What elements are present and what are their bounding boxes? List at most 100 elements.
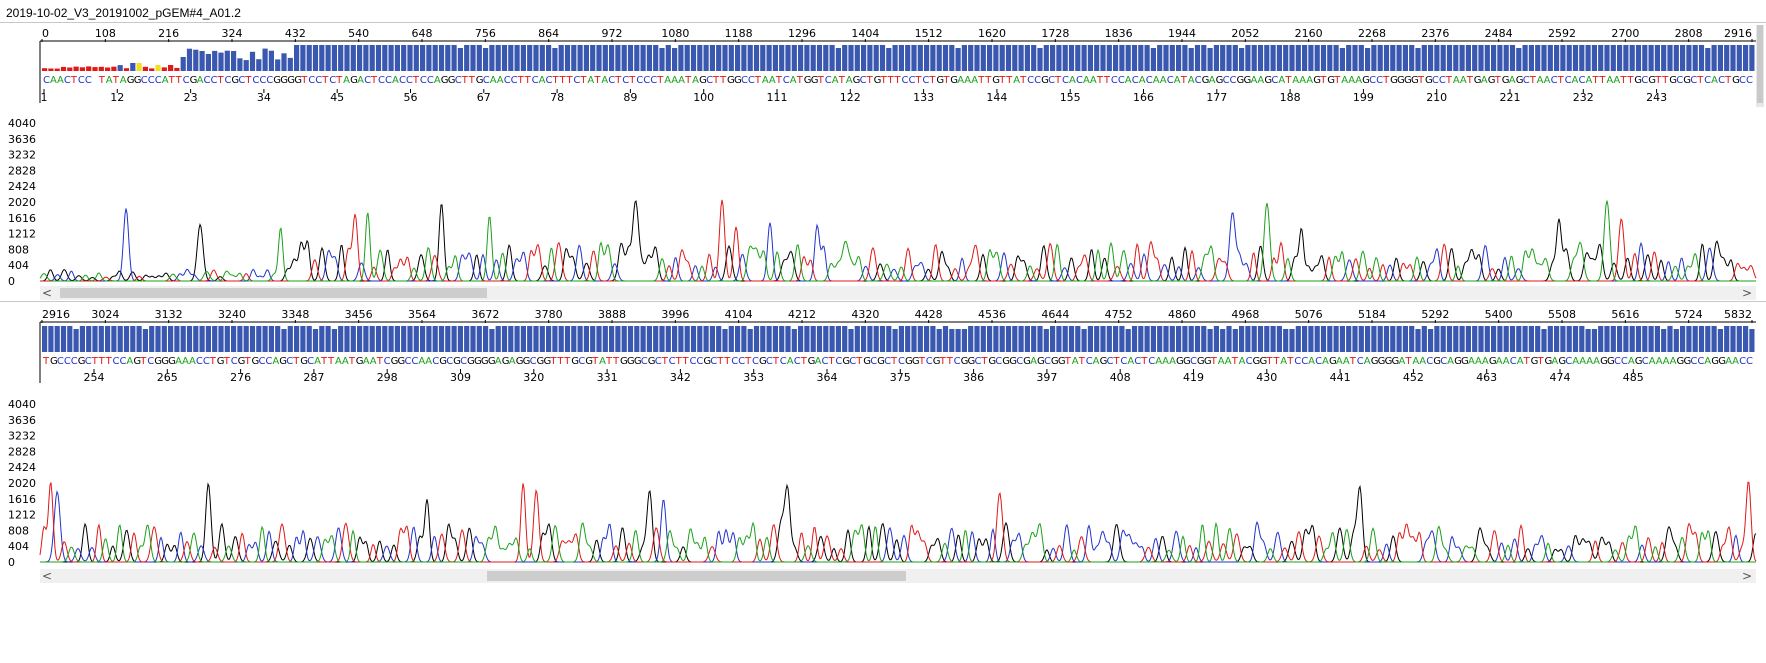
scan-tick-label: 108 [95,27,116,40]
quality-bar [407,326,413,352]
quality-bar [798,45,804,71]
quality-bar [1005,326,1012,352]
base-call-letter: G [294,75,302,86]
base-call-letter: A [370,356,377,367]
base-call-letter: G [1204,356,1212,367]
quality-bar [747,329,753,352]
base-call-letter: C [608,75,615,86]
scan-tick-label: 3456 [345,308,373,321]
base-call-letter: G [168,356,176,367]
base-call-letter: T [1349,356,1357,367]
quality-bar [1724,326,1730,352]
base-call-letter: A [57,75,64,86]
base-call-letter: G [988,356,996,367]
quality-bar [1220,45,1226,71]
base-call-letter: C [1746,356,1753,367]
base-call-letter: A [1308,356,1315,367]
quality-bar [117,65,123,71]
quality-bar [1535,45,1541,71]
scan-tick-label: 5508 [1548,308,1576,321]
base-position-label: 12 [110,91,124,104]
horizontal-scroll-thumb-top[interactable] [60,288,488,298]
quality-bar [1188,48,1194,71]
base-call-letter: G [544,356,552,367]
base-call-letter: T [1180,75,1188,86]
base-call-letter: G [133,356,141,367]
base-call-letter: T [1592,75,1600,86]
quality-bar [180,57,186,71]
base-call-letter: A [126,356,133,367]
quality-bar [331,329,337,352]
quality-bar [1157,45,1163,71]
quality-bar [609,45,615,71]
vertical-scrollbar-top[interactable] [1756,25,1764,107]
base-call-letter: T [612,356,620,367]
chromatogram-bottom-canvas[interactable]: 2916 3024 3132 3240 3348 3456 3564 3672 3780 3888… [0,302,1766,663]
base-call-letter: C [1357,356,1364,367]
base-call-letter: C [752,356,759,367]
vertical-scroll-thumb-top[interactable] [1757,25,1763,103]
scroll-right-arrow-icon[interactable]: > [1741,286,1752,300]
base-call-letter: T [70,75,78,86]
base-position-label: 122 [840,91,861,104]
base-call-letter: C [399,75,406,86]
scroll-left-arrow-icon[interactable]: < [42,569,53,583]
quality-bar [520,45,526,71]
base-call-letter: T [1654,75,1662,86]
horizontal-scroll-thumb-bottom[interactable] [487,571,907,581]
base-call-letter: C [975,356,982,367]
base-call-letter: A [1572,356,1579,367]
y-axis-label: 2828 [8,164,36,177]
scan-tick-label: 1620 [978,27,1006,40]
base-call-letter: G [1237,75,1245,86]
base-call-letter: T [656,75,664,86]
quality-bar [1604,326,1610,352]
quality-bar [451,45,457,71]
base-call-letter: A [1711,75,1718,86]
scroll-right-arrow-icon[interactable]: > [1741,569,1752,583]
base-call-letter: T [614,75,622,86]
quality-bar [1163,326,1169,352]
quality-bar [1144,326,1150,352]
base-call-letter: C [573,75,580,86]
base-position-label: 56 [404,91,418,104]
quality-bar [98,66,104,71]
quality-bar [1081,329,1087,352]
quality-bar [823,45,829,71]
quality-bar [905,45,911,71]
quality-bar [1276,45,1282,71]
base-call-letter: G [453,356,461,367]
quality-bar [728,326,734,352]
base-call-letter: T [605,356,613,367]
base-position-label: 100 [693,91,714,104]
base-position-label: 133 [913,91,934,104]
y-axis-label: 2424 [8,180,36,193]
quality-bar [1037,326,1043,352]
base-position-label: 232 [1573,91,1594,104]
base-call-letter: G [1260,356,1268,367]
base-position-label: 364 [817,371,838,384]
base-call-letter: A [162,75,169,86]
base-call-letter: C [1034,75,1041,86]
base-call-letter: A [1306,75,1313,86]
scan-tick-label: 2916 [42,308,70,321]
horizontal-scrollbar-bottom[interactable]: < > [40,569,1756,583]
base-call-letter: A [790,75,797,86]
horizontal-scrollbar-top[interactable]: < > [40,286,1756,300]
base-call-letter: C [252,75,259,86]
base-call-letter: T [1005,75,1013,86]
base-call-letter: G [1037,356,1045,367]
scroll-left-arrow-icon[interactable]: < [42,286,53,300]
y-axis-label: 2020 [8,477,36,490]
quality-bar [520,326,526,352]
chromatogram-top-canvas[interactable]: 0 108 216 324 432 540 648 756 864 972 1080 1188 1296… [0,23,1766,301]
base-call-letter: A [1225,356,1232,367]
base-call-letter: A [1628,356,1635,367]
base-call-letter: G [287,75,295,86]
base-call-letter: A [197,75,204,86]
quality-bar [1358,326,1364,352]
quality-bars [42,326,1755,352]
quality-bar [980,45,986,71]
quality-bar [1402,326,1408,352]
base-call-letter: C [690,356,697,367]
